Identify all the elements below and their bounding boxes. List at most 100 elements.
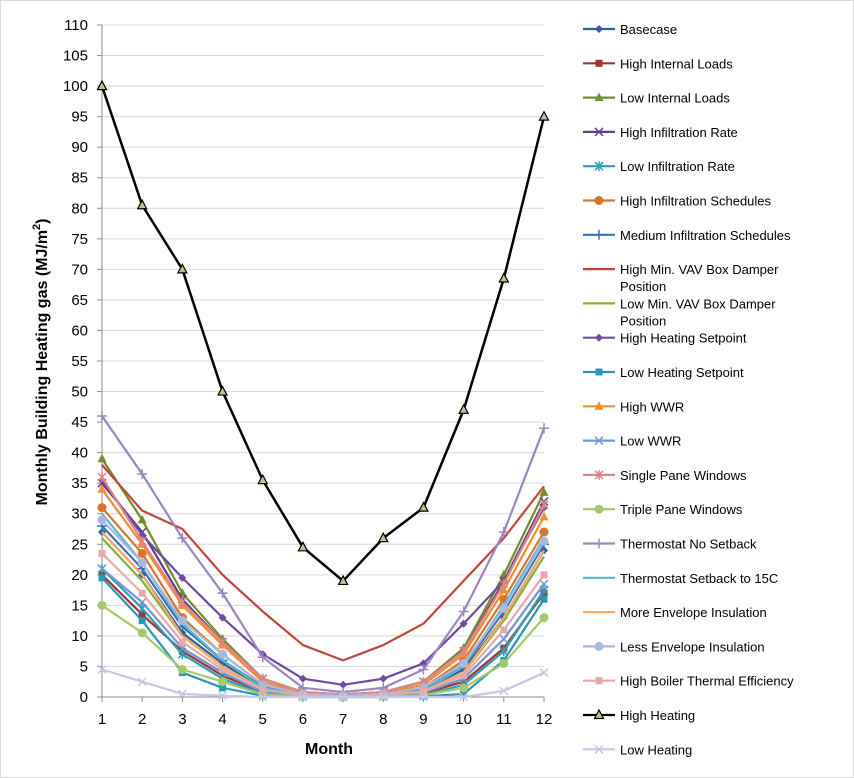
data-point [97, 515, 107, 525]
legend-item: High WWR [583, 399, 684, 414]
data-point [137, 597, 147, 607]
data-point [377, 531, 389, 543]
data-point [459, 692, 469, 702]
data-point [499, 585, 509, 594]
x-tick-label: 5 [259, 711, 267, 728]
y-tick-label: 50 [71, 384, 88, 401]
data-point [137, 514, 147, 524]
data-point [137, 548, 147, 558]
data-point [539, 668, 549, 678]
data-point [539, 527, 549, 537]
data-point [177, 616, 187, 626]
legend-label: High Internal Loads [620, 56, 733, 71]
data-point [259, 686, 267, 694]
legend-label: More Envelope Insulation [620, 605, 767, 620]
legend-marker [594, 504, 604, 514]
data-point [177, 689, 187, 699]
x-tick-label: 3 [178, 711, 186, 728]
data-point [97, 664, 107, 675]
y-tick-label: 15 [71, 597, 88, 614]
legend-item: Medium Infiltration Schedules [583, 228, 791, 243]
data-point [540, 595, 548, 603]
data-point [97, 564, 107, 574]
legend-label: Thermostat Setback to 15C [620, 571, 778, 586]
legend-marker [595, 59, 603, 67]
legend-label: High Boiler Thermal Efficiency [620, 674, 794, 689]
legend-marker [594, 92, 604, 102]
x-tick-label: 8 [379, 711, 387, 728]
data-point [539, 499, 549, 510]
legend-marker [594, 229, 604, 240]
x-tick-label: 4 [218, 711, 226, 728]
gridlines [102, 24, 544, 667]
legend-label: Low Heating Setpoint [620, 365, 744, 380]
legend-marker [595, 333, 603, 342]
series-line [101, 668, 545, 699]
y-axis-title: Monthly Building Heating gas (MJ/m2) [31, 218, 51, 505]
y-tick-label: 65 [71, 292, 88, 309]
data-point [137, 469, 148, 480]
data-point [297, 541, 309, 552]
data-point [257, 473, 269, 485]
x-axis-title: Month [305, 741, 353, 758]
data-point [459, 619, 468, 628]
data-point [97, 503, 107, 513]
data-point [458, 606, 469, 617]
legend-label: Medium Infiltration Schedules [620, 228, 791, 243]
y-tick-label: 30 [71, 506, 88, 523]
data-point [177, 597, 187, 608]
series-single-pane-windows [97, 472, 549, 700]
data-point [540, 571, 548, 579]
data-point [218, 649, 228, 659]
legend-marker [594, 641, 604, 651]
y-tick-label: 40 [71, 445, 88, 462]
legend-item: Single Pane Windows [583, 468, 747, 483]
series-thermostat-no-setback [97, 410, 549, 698]
y-tick-label: 10 [71, 628, 88, 645]
data-point [97, 484, 107, 493]
legend-label: High Heating Setpoint [620, 331, 747, 346]
legend-marker [593, 708, 605, 720]
data-point [96, 79, 108, 91]
data-point [258, 692, 268, 702]
legend-item: Low Internal Loads [583, 91, 730, 106]
y-tick-label: 90 [71, 139, 88, 156]
legend-item: Low WWR [583, 434, 681, 449]
legend-item: Low Infiltration Rate [583, 159, 735, 174]
legend-label: High Heating [620, 708, 695, 723]
data-point [177, 533, 188, 544]
y-tick-label: 110 [64, 17, 88, 34]
series-line [100, 85, 546, 583]
legend-label: Triple Pane Windows [620, 502, 743, 517]
series-line [101, 479, 545, 686]
data-point [138, 617, 146, 625]
data-point [219, 666, 227, 674]
data-point [97, 600, 107, 610]
data-point [418, 664, 429, 675]
legend-item: High Boiler Thermal Efficiency [583, 674, 794, 689]
data-point [459, 658, 469, 668]
y-axis-title-close: ) [34, 218, 51, 223]
series-low-heating [97, 664, 549, 702]
data-point [499, 686, 509, 696]
data-point [218, 691, 228, 701]
data-point [176, 263, 188, 274]
legend-label: High Infiltration Rate [620, 125, 738, 140]
series-line [101, 476, 545, 696]
data-point [178, 573, 187, 582]
y-tick-label: 0 [80, 689, 88, 706]
data-point [178, 638, 186, 646]
legend-label: Thermostat No Setback [620, 537, 757, 552]
data-point [339, 680, 348, 689]
legend-marker [594, 469, 604, 480]
data-point [418, 692, 428, 702]
tick-labels: 0510152025303540455055606570758085909510… [63, 17, 552, 728]
data-point [137, 677, 147, 687]
y-tick-label: 75 [71, 231, 88, 248]
legend-item: Less Envelope Insulation [583, 639, 765, 654]
data-point [539, 511, 549, 521]
data-point [499, 634, 509, 644]
legend-marker [594, 127, 604, 137]
y-tick-label: 105 [63, 48, 88, 65]
